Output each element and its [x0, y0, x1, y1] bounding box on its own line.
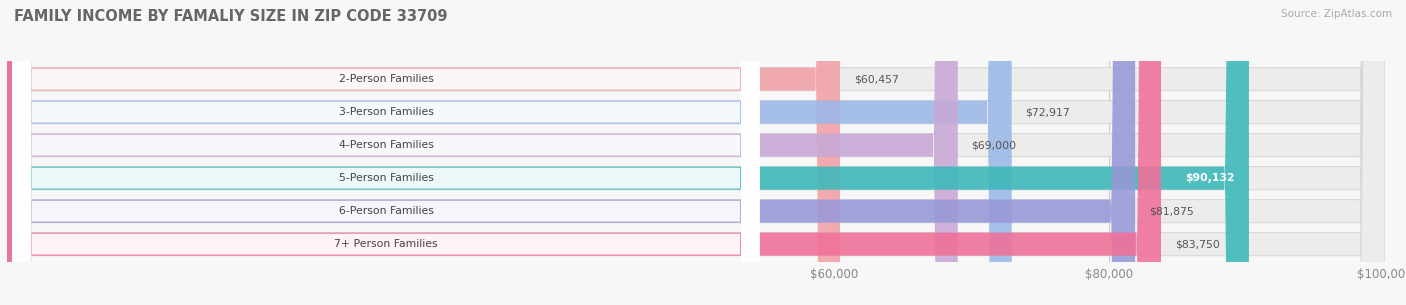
Text: 3-Person Families: 3-Person Families [339, 107, 433, 117]
FancyBboxPatch shape [13, 0, 759, 305]
FancyBboxPatch shape [7, 0, 1385, 305]
FancyBboxPatch shape [13, 0, 759, 305]
Text: $60,457: $60,457 [853, 74, 898, 84]
Text: $81,875: $81,875 [1149, 206, 1194, 216]
Text: 2-Person Families: 2-Person Families [339, 74, 433, 84]
Text: $90,132: $90,132 [1185, 173, 1234, 183]
FancyBboxPatch shape [13, 0, 759, 305]
FancyBboxPatch shape [7, 0, 1135, 305]
FancyBboxPatch shape [7, 0, 1385, 305]
Text: 5-Person Families: 5-Person Families [339, 173, 433, 183]
FancyBboxPatch shape [13, 0, 759, 305]
FancyBboxPatch shape [7, 0, 957, 305]
Text: 6-Person Families: 6-Person Families [339, 206, 433, 216]
Text: 7+ Person Families: 7+ Person Families [335, 239, 437, 249]
Text: $83,750: $83,750 [1175, 239, 1219, 249]
Text: $72,917: $72,917 [1025, 107, 1070, 117]
FancyBboxPatch shape [7, 0, 1012, 305]
Text: $69,000: $69,000 [972, 140, 1017, 150]
FancyBboxPatch shape [7, 0, 1161, 305]
FancyBboxPatch shape [13, 0, 759, 305]
FancyBboxPatch shape [13, 0, 759, 305]
FancyBboxPatch shape [7, 0, 1385, 305]
Text: 4-Person Families: 4-Person Families [339, 140, 433, 150]
FancyBboxPatch shape [7, 0, 1385, 305]
FancyBboxPatch shape [7, 0, 1385, 305]
FancyBboxPatch shape [7, 0, 1385, 305]
Text: FAMILY INCOME BY FAMALIY SIZE IN ZIP CODE 33709: FAMILY INCOME BY FAMALIY SIZE IN ZIP COD… [14, 9, 447, 24]
Text: Source: ZipAtlas.com: Source: ZipAtlas.com [1281, 9, 1392, 19]
FancyBboxPatch shape [7, 0, 1249, 305]
FancyBboxPatch shape [7, 0, 839, 305]
